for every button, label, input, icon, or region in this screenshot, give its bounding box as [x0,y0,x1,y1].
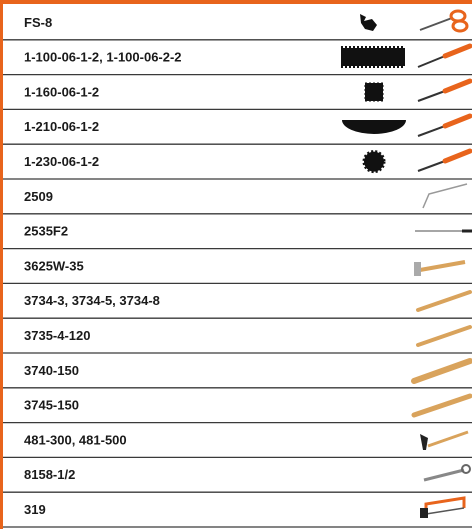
icon-blade [360,14,377,31]
icon-chisel [411,358,472,384]
product-code: 3745-150 [24,398,79,413]
product-code: 1-160-06-1-2 [24,84,99,99]
icon-blade [342,120,406,134]
product-code: 481-300, 481-500 [24,432,127,447]
icons [341,9,472,518]
top-border [0,0,472,4]
product-code: 3625W-35 [24,258,84,273]
product-code: 8158-1/2 [24,467,75,482]
product-code: 1-210-06-1-2 [24,119,99,134]
icon-hammer [414,260,466,276]
product-code: 319 [24,502,46,517]
left-border [0,0,3,529]
icon-knife [417,113,472,137]
product-code: 3734-3, 3734-5, 3734-8 [24,293,160,308]
product-code: 2509 [24,189,53,204]
icon-knife [417,43,472,68]
icon-knife [417,78,472,102]
icon-chisel [416,325,472,347]
rows: FS-8 1-100-06-1-2, 1-100-06-2-2 1-160-06-1… [3,15,472,528]
icon-scissors [419,9,469,33]
icon-chisel [411,393,472,418]
icon-knife [417,148,472,172]
icon-blade [364,82,384,102]
icon-wrench [423,464,471,482]
icon-blade [362,150,386,174]
product-code: 1-230-06-1-2 [24,154,99,169]
product-code: 2535F2 [24,224,68,239]
icon-hacksaw [420,496,466,518]
icon-rod [422,183,468,209]
product-code: 3740-150 [24,363,79,378]
icon-chisel [416,290,472,312]
product-code: 1-100-06-1-2, 1-100-06-2-2 [24,50,182,65]
product-code: FS-8 [24,15,52,30]
icon-blade [341,46,405,68]
icon-hammer [420,430,469,450]
product-code: 3735-4-120 [24,328,91,343]
